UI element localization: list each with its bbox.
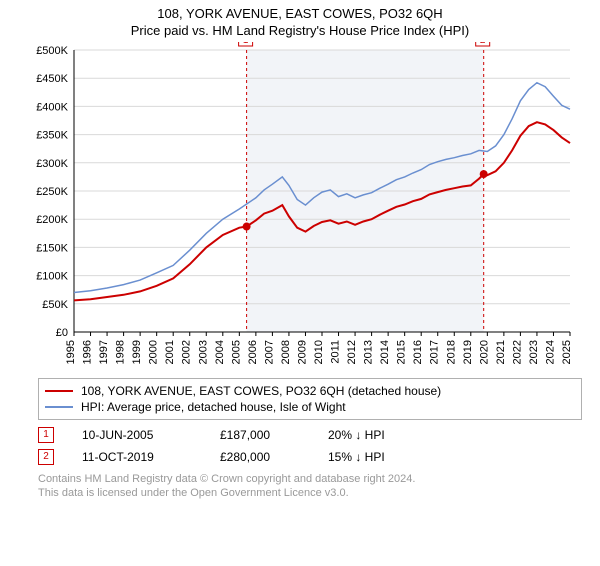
svg-text:1: 1 [243, 42, 249, 46]
line-chart: £0 £50K £100K £150K £200K £250K £300K £350K £400… [20, 42, 580, 372]
svg-text:£150K: £150K [36, 242, 68, 254]
svg-text:2020: 2020 [478, 340, 490, 364]
svg-text:2016: 2016 [412, 340, 424, 364]
svg-text:2000: 2000 [148, 340, 160, 364]
svg-text:2019: 2019 [462, 340, 474, 364]
legend: 108, YORK AVENUE, EAST COWES, PO32 6QH (… [38, 378, 582, 420]
marker-badge: 2 [38, 449, 54, 465]
svg-text:£0: £0 [56, 327, 68, 339]
svg-text:1999: 1999 [131, 340, 143, 364]
svg-text:2001: 2001 [164, 340, 176, 364]
chart-area: £0 £50K £100K £150K £200K £250K £300K £350K £400… [20, 42, 580, 372]
svg-text:2002: 2002 [181, 340, 193, 364]
legend-swatch [45, 406, 73, 408]
chart-subtitle: Price paid vs. HM Land Registry's House … [0, 23, 600, 38]
svg-text:2003: 2003 [197, 340, 209, 364]
marker-table: 1 10-JUN-2005 £187,000 20% ↓ HPI 2 11-OCT-201… [38, 424, 582, 468]
svg-text:£500K: £500K [36, 45, 68, 57]
legend-row: HPI: Average price, detached house, Isle… [45, 399, 575, 415]
svg-text:2022: 2022 [511, 340, 523, 364]
chart-title: 108, YORK AVENUE, EAST COWES, PO32 6QH [0, 6, 600, 21]
svg-text:2006: 2006 [247, 340, 259, 364]
svg-text:2023: 2023 [528, 340, 540, 364]
legend-row: 108, YORK AVENUE, EAST COWES, PO32 6QH (… [45, 383, 575, 399]
footer-attribution: Contains HM Land Registry data © Crown c… [38, 472, 582, 500]
svg-text:2012: 2012 [346, 340, 358, 364]
svg-text:1996: 1996 [82, 340, 94, 364]
svg-text:£200K: £200K [36, 214, 68, 226]
marker-date: 11-OCT-2019 [82, 446, 192, 468]
svg-text:1995: 1995 [65, 340, 77, 364]
legend-label: 108, YORK AVENUE, EAST COWES, PO32 6QH (… [81, 383, 441, 399]
legend-label: HPI: Average price, detached house, Isle… [81, 399, 346, 415]
svg-text:2009: 2009 [296, 340, 308, 364]
svg-text:2: 2 [480, 42, 486, 46]
svg-text:2007: 2007 [263, 340, 275, 364]
marker-price: £280,000 [220, 446, 300, 468]
chart-container: 108, YORK AVENUE, EAST COWES, PO32 6QH P… [0, 6, 600, 566]
svg-text:2021: 2021 [495, 340, 507, 364]
svg-text:2025: 2025 [561, 340, 573, 364]
svg-text:2015: 2015 [396, 340, 408, 364]
footer-line-2: This data is licensed under the Open Gov… [38, 486, 582, 500]
svg-text:2011: 2011 [330, 340, 342, 364]
svg-text:£300K: £300K [36, 158, 68, 170]
svg-text:£50K: £50K [42, 299, 68, 311]
legend-swatch [45, 390, 73, 392]
svg-text:£400K: £400K [36, 101, 68, 113]
marker-row: 1 10-JUN-2005 £187,000 20% ↓ HPI [38, 424, 582, 446]
marker-price: £187,000 [220, 424, 300, 446]
svg-text:£100K: £100K [36, 271, 68, 283]
svg-text:2017: 2017 [429, 340, 441, 364]
marker-row: 2 11-OCT-2019 £280,000 15% ↓ HPI [38, 446, 582, 468]
marker-date: 10-JUN-2005 [82, 424, 192, 446]
svg-text:2010: 2010 [313, 340, 325, 364]
footer-line-1: Contains HM Land Registry data © Crown c… [38, 472, 582, 486]
svg-text:2008: 2008 [280, 340, 292, 364]
svg-text:2013: 2013 [363, 340, 375, 364]
svg-text:£350K: £350K [36, 130, 68, 142]
svg-text:2014: 2014 [379, 340, 391, 364]
svg-text:£450K: £450K [36, 73, 68, 85]
marker-diff: 15% ↓ HPI [328, 446, 418, 468]
svg-text:1997: 1997 [98, 340, 110, 364]
svg-text:2018: 2018 [445, 340, 457, 364]
marker-badge: 1 [38, 427, 54, 443]
svg-text:2004: 2004 [214, 340, 226, 364]
marker-diff: 20% ↓ HPI [328, 424, 418, 446]
svg-text:2024: 2024 [544, 340, 556, 364]
svg-text:£250K: £250K [36, 186, 68, 198]
svg-text:1998: 1998 [115, 340, 127, 364]
svg-text:2005: 2005 [230, 340, 242, 364]
